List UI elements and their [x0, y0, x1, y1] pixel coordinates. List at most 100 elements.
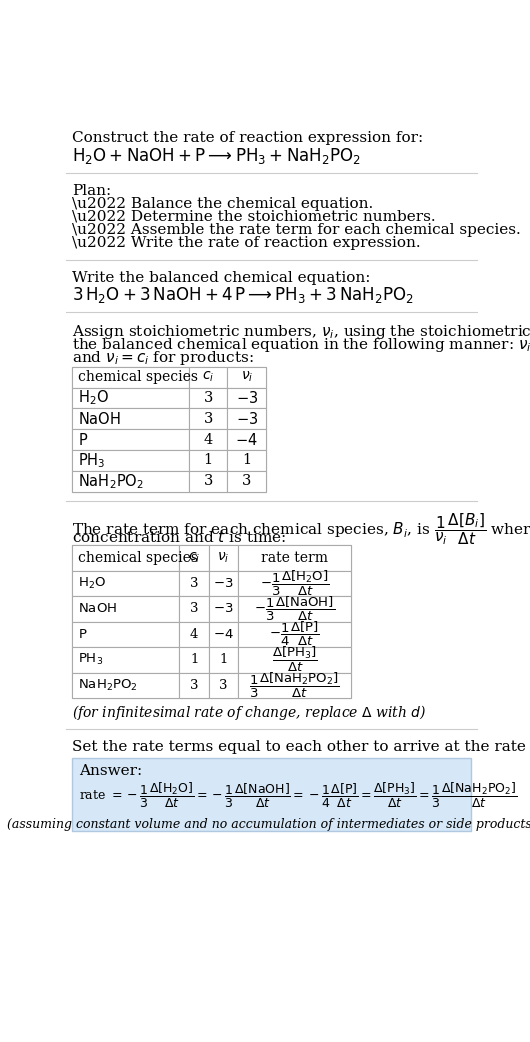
- Bar: [73, 450, 189, 471]
- Bar: [238, 571, 351, 596]
- Text: Set the rate terms equal to each other to arrive at the rate expression:: Set the rate terms equal to each other t…: [73, 740, 530, 754]
- Text: $\mathrm{NaOH}$: $\mathrm{NaOH}$: [78, 411, 121, 427]
- Bar: [238, 622, 351, 647]
- Text: 4: 4: [204, 432, 213, 447]
- Bar: [73, 622, 179, 647]
- Text: $-4$: $-4$: [213, 628, 234, 641]
- Text: 3: 3: [219, 678, 228, 692]
- Bar: [73, 596, 179, 622]
- Bar: [189, 367, 227, 388]
- Bar: [209, 622, 239, 647]
- Text: $-\dfrac{1}{3}\dfrac{\Delta[\mathrm{H_2O}]}{\Delta t}$: $-\dfrac{1}{3}\dfrac{\Delta[\mathrm{H_2O…: [260, 569, 329, 598]
- Bar: [238, 647, 351, 672]
- Bar: [179, 571, 209, 596]
- Text: $-3$: $-3$: [214, 602, 234, 616]
- Text: $\mathrm{P}$: $\mathrm{P}$: [78, 628, 87, 641]
- Bar: [189, 408, 227, 429]
- Text: 3: 3: [242, 474, 252, 488]
- Text: $-\dfrac{1}{3}\dfrac{\Delta[\mathrm{NaOH}]}{\Delta t}$: $-\dfrac{1}{3}\dfrac{\Delta[\mathrm{NaOH…: [254, 595, 335, 623]
- Text: 1: 1: [204, 453, 213, 468]
- Bar: [73, 367, 266, 492]
- Text: \u2022 Balance the chemical equation.: \u2022 Balance the chemical equation.: [73, 197, 374, 210]
- Text: rate $= -\dfrac{1}{3}\dfrac{\Delta[\mathrm{H_2O}]}{\Delta t} = -\dfrac{1}{3}\dfr: rate $= -\dfrac{1}{3}\dfrac{\Delta[\math…: [78, 782, 517, 810]
- Text: $\nu_i$: $\nu_i$: [241, 370, 253, 384]
- Bar: [189, 388, 227, 408]
- Bar: [238, 545, 351, 571]
- Bar: [179, 596, 209, 622]
- Text: $-3$: $-3$: [214, 577, 234, 590]
- Bar: [209, 672, 239, 698]
- Text: (for infinitesimal rate of change, replace $\Delta$ with $d$): (for infinitesimal rate of change, repla…: [73, 702, 427, 721]
- Bar: [227, 429, 266, 450]
- Text: \u2022 Write the rate of reaction expression.: \u2022 Write the rate of reaction expres…: [73, 235, 421, 250]
- Bar: [238, 672, 351, 698]
- Bar: [227, 367, 266, 388]
- Text: 1: 1: [242, 453, 251, 468]
- Bar: [227, 388, 266, 408]
- Text: Answer:: Answer:: [78, 764, 142, 778]
- Text: $\mathrm{NaH_2PO_2}$: $\mathrm{NaH_2PO_2}$: [78, 677, 138, 693]
- Bar: [73, 388, 189, 408]
- Text: $\mathrm{PH_3}$: $\mathrm{PH_3}$: [78, 451, 105, 470]
- Text: The rate term for each chemical species, $B_i$, is $\dfrac{1}{\nu_i}\dfrac{\Delt: The rate term for each chemical species,…: [73, 512, 530, 547]
- Text: 3: 3: [190, 678, 198, 692]
- Text: $-3$: $-3$: [236, 390, 258, 406]
- Text: 3: 3: [190, 602, 198, 616]
- Bar: [189, 471, 227, 492]
- Bar: [227, 450, 266, 471]
- Text: chemical species: chemical species: [78, 551, 198, 565]
- Bar: [73, 647, 179, 672]
- Text: $\mathrm{H_2O}$: $\mathrm{H_2O}$: [78, 389, 109, 407]
- Bar: [73, 471, 189, 492]
- Bar: [73, 429, 189, 450]
- Text: $\mathrm{H_2O}$: $\mathrm{H_2O}$: [78, 576, 106, 591]
- Bar: [227, 471, 266, 492]
- Text: $-4$: $-4$: [235, 431, 258, 448]
- Text: 3: 3: [204, 412, 213, 426]
- Bar: [73, 408, 189, 429]
- Bar: [73, 545, 179, 571]
- Text: Construct the rate of reaction expression for:: Construct the rate of reaction expressio…: [73, 131, 423, 145]
- Text: $\dfrac{\Delta[\mathrm{PH_3}]}{\Delta t}$: $\dfrac{\Delta[\mathrm{PH_3}]}{\Delta t}…: [271, 645, 317, 674]
- Text: $\mathrm{P}$: $\mathrm{P}$: [78, 431, 88, 448]
- Bar: [73, 672, 179, 698]
- Bar: [238, 596, 351, 622]
- Text: $\mathrm{PH_3}$: $\mathrm{PH_3}$: [78, 652, 103, 667]
- Text: rate term: rate term: [261, 551, 328, 565]
- Text: the balanced chemical equation in the following manner: $\nu_i = -c_i$ for react: the balanced chemical equation in the fo…: [73, 336, 530, 354]
- Text: concentration and $t$ is time:: concentration and $t$ is time:: [73, 529, 287, 545]
- Text: $\mathrm{3\,H_2O + 3\,NaOH + 4\,P} \longrightarrow \mathrm{PH_3 + 3\,NaH_2PO_2}$: $\mathrm{3\,H_2O + 3\,NaOH + 4\,P} \long…: [73, 286, 414, 305]
- Bar: [227, 408, 266, 429]
- Text: $c_i$: $c_i$: [202, 370, 214, 384]
- Text: Plan:: Plan:: [73, 183, 112, 198]
- Bar: [209, 647, 239, 672]
- Text: 1: 1: [219, 653, 228, 666]
- FancyBboxPatch shape: [73, 758, 471, 832]
- Text: $\mathrm{H_2O + NaOH + P} \longrightarrow \mathrm{PH_3 + NaH_2PO_2}$: $\mathrm{H_2O + NaOH + P} \longrightarro…: [73, 146, 361, 166]
- Bar: [209, 596, 239, 622]
- Text: 3: 3: [190, 577, 198, 590]
- Text: and $\nu_i = c_i$ for products:: and $\nu_i = c_i$ for products:: [73, 349, 254, 367]
- Bar: [189, 450, 227, 471]
- Bar: [179, 672, 209, 698]
- Bar: [209, 545, 239, 571]
- Text: (assuming constant volume and no accumulation of intermediates or side products): (assuming constant volume and no accumul…: [7, 818, 530, 832]
- Bar: [179, 647, 209, 672]
- Text: $-\dfrac{1}{4}\dfrac{\Delta[\mathrm{P}]}{\Delta t}$: $-\dfrac{1}{4}\dfrac{\Delta[\mathrm{P}]}…: [269, 620, 320, 648]
- Text: \u2022 Assemble the rate term for each chemical species.: \u2022 Assemble the rate term for each c…: [73, 223, 521, 237]
- Text: $c_i$: $c_i$: [188, 551, 200, 566]
- Text: $\mathrm{NaOH}$: $\mathrm{NaOH}$: [78, 602, 117, 616]
- Bar: [73, 545, 351, 698]
- Text: $\mathrm{NaH_2PO_2}$: $\mathrm{NaH_2PO_2}$: [78, 472, 144, 491]
- Text: $-3$: $-3$: [236, 411, 258, 427]
- Bar: [179, 545, 209, 571]
- Text: 4: 4: [190, 628, 198, 641]
- Bar: [73, 571, 179, 596]
- Text: chemical species: chemical species: [78, 370, 198, 384]
- Text: \u2022 Determine the stoichiometric numbers.: \u2022 Determine the stoichiometric numb…: [73, 209, 436, 224]
- Text: $\dfrac{1}{3}\dfrac{\Delta[\mathrm{NaH_2PO_2}]}{\Delta t}$: $\dfrac{1}{3}\dfrac{\Delta[\mathrm{NaH_2…: [249, 671, 340, 700]
- Bar: [209, 571, 239, 596]
- Text: Assign stoichiometric numbers, $\nu_i$, using the stoichiometric coefficients, $: Assign stoichiometric numbers, $\nu_i$, …: [73, 323, 530, 341]
- Text: 3: 3: [204, 391, 213, 405]
- Text: 1: 1: [190, 653, 198, 666]
